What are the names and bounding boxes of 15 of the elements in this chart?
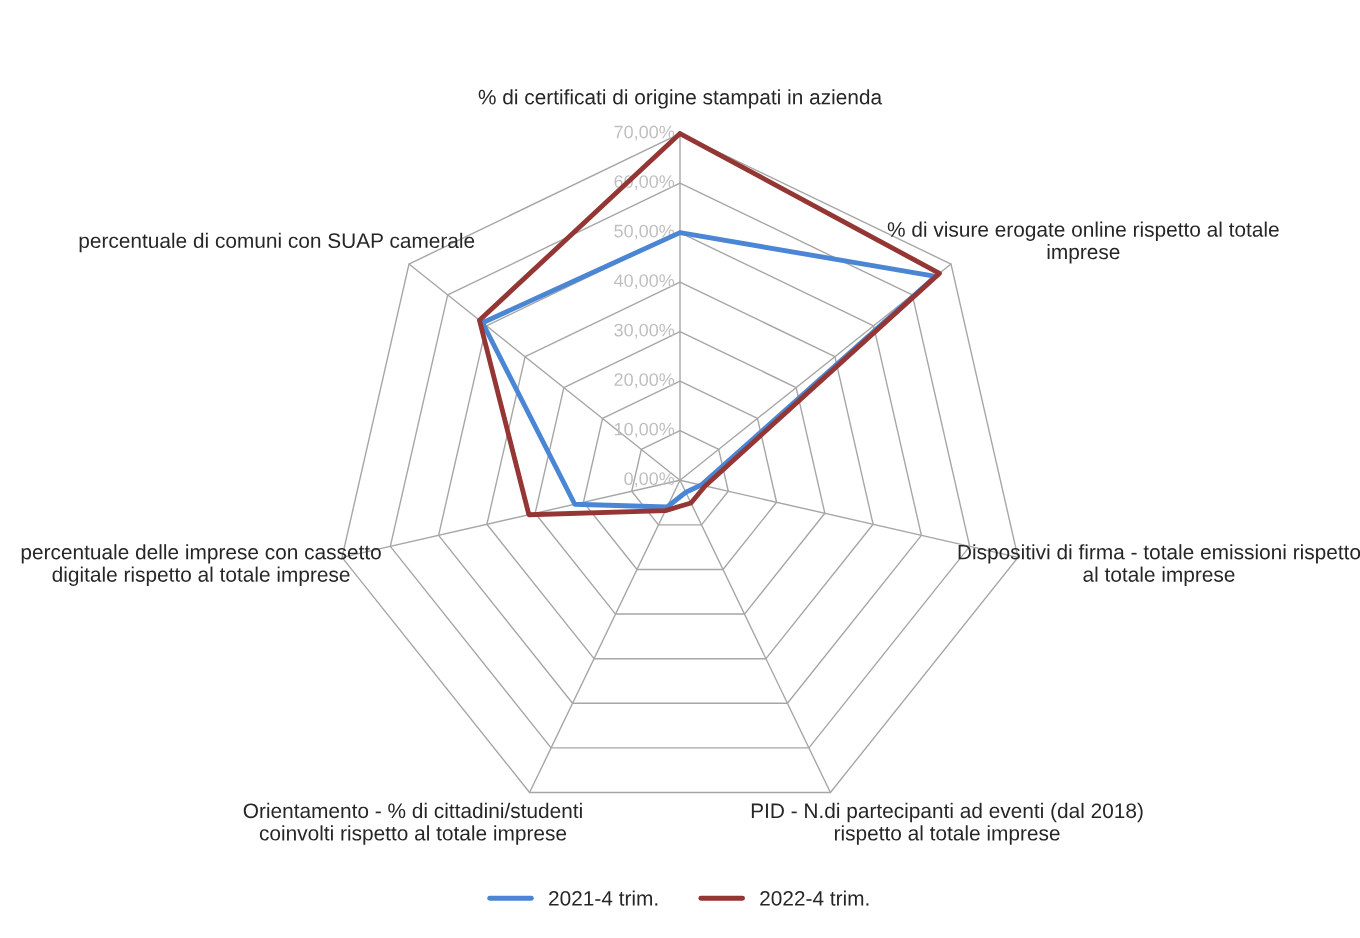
y-tick-label: 30,00% <box>614 323 675 339</box>
spoke-label: % di visure erogate online rispetto al totale imprese <box>887 221 1279 264</box>
y-tick-label: 20,00% <box>614 373 675 389</box>
y-tick-label: 10,00% <box>614 422 675 438</box>
y-tick-label: 50,00% <box>614 224 675 240</box>
spoke-label: Dispositivi di firma - totale emissioni rispetto al totale imprese <box>958 544 1360 586</box>
spoke-label: percentuale delle imprese con cassetto digitale rispetto al totale imprese <box>21 544 381 586</box>
spoke-label: % di certificati di origine stampati in azienda <box>478 89 883 109</box>
y-tick-label: 70,00% <box>614 125 675 141</box>
legend-label: 2022-4 trim. <box>760 890 869 906</box>
y-tick-label: 40,00% <box>613 274 675 290</box>
spoke-label: Orientamento - % di cittadini/studenti coinvolti rispetto al totale imprese <box>243 802 582 845</box>
spoke-label: PID - N.di partecipanti ad eventi (dal 2018) rispetto al totale imprese <box>751 802 1143 845</box>
legend-label: 2021-4 trim. <box>549 890 658 906</box>
spoke-label: percentuale di comuni con SUAP camerale <box>79 232 475 253</box>
